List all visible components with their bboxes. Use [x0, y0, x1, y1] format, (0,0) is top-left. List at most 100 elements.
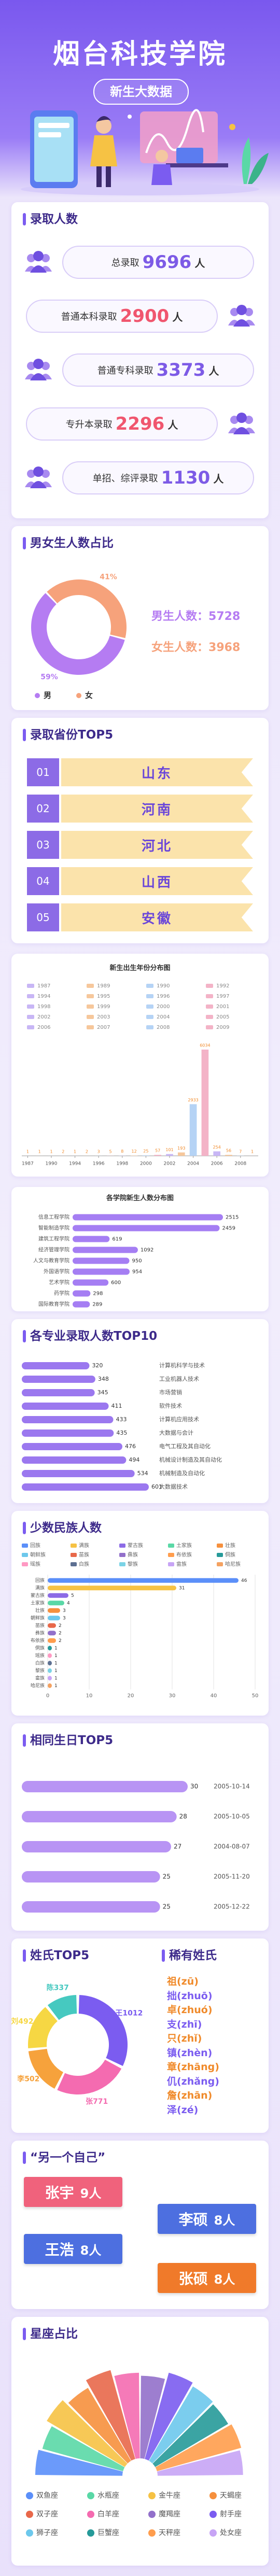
- category-label: 苗族: [35, 1622, 45, 1629]
- province-rank: 03: [27, 831, 59, 859]
- legend-swatch: [26, 2529, 33, 2537]
- province-card: 录取省份TOP5 01 山东 02 河南 03 河北 04 山西 05 安徽: [11, 718, 269, 943]
- legend-swatch: [148, 2511, 156, 2518]
- donut-label: 张771: [86, 2098, 108, 2106]
- value-label: 31: [179, 1586, 185, 1591]
- admission-unit: 人: [208, 364, 219, 377]
- legend-label: 2007: [97, 1025, 110, 1030]
- rose-segment: [47, 2400, 128, 2467]
- birth-year-card: 新生出生年份分布图 1987 1989 1990 1992 1994 1995 1996 199…: [11, 954, 269, 1177]
- section-title: 星座占比: [23, 2326, 78, 2342]
- bar: [48, 1676, 52, 1681]
- chart-title: 新生出生年份分布图: [109, 964, 170, 972]
- legend-swatch: [71, 1544, 77, 1548]
- x-tick-label: 2008: [234, 1162, 246, 1167]
- namesake-name: 张硕: [178, 2270, 208, 2287]
- section-title: 录取人数: [23, 211, 78, 227]
- value-label: 494: [129, 1456, 139, 1463]
- legend-label: 畲族: [176, 1561, 187, 1567]
- icon-head: [236, 305, 247, 315]
- value-label: 6034: [200, 1043, 210, 1048]
- donut-label: 王1012: [115, 2009, 143, 2017]
- value-label: 476: [125, 1443, 136, 1450]
- icon-body: [30, 265, 47, 273]
- admission-label: 普通本科录取: [61, 312, 117, 322]
- legend-label: 巨蟹座: [97, 2529, 119, 2537]
- count-value: 3968: [208, 641, 240, 654]
- header: 烟台科技学院 新生大数据: [0, 0, 280, 197]
- person-hair: [96, 116, 112, 122]
- bar: [48, 1646, 52, 1651]
- category-label: 药学院: [54, 1290, 69, 1297]
- legend-label: 1997: [216, 994, 229, 999]
- floor-shadow: [21, 183, 259, 195]
- legend-swatch: [22, 1553, 28, 1557]
- legend-swatch: [87, 1025, 94, 1029]
- person-body: [90, 135, 117, 166]
- section-title: 各专业录取人数TOP10: [23, 1328, 157, 1344]
- value-label: 3: [97, 1149, 100, 1154]
- admission-value: 2900: [120, 306, 170, 327]
- deco-dot: [229, 124, 235, 130]
- admission-pill: 单招、综评录取 1130 人: [62, 461, 254, 494]
- value-label: 57: [155, 1149, 160, 1153]
- legend-swatch: [217, 1553, 223, 1557]
- admission-unit: 人: [213, 472, 224, 485]
- legend-label: 2005: [216, 1014, 229, 1020]
- legend-label: 天蝎座: [220, 2492, 242, 2500]
- namesake-unit: 人: [89, 2186, 102, 2201]
- legend-label: 1987: [37, 983, 50, 989]
- province-name: 河北: [61, 831, 253, 859]
- bar: [22, 1871, 160, 1883]
- category-label: 彝族: [35, 1630, 45, 1636]
- namesake-box: 李硕 8人: [158, 2204, 256, 2234]
- admission-unit: 人: [167, 418, 178, 431]
- rose-segment: [152, 2404, 229, 2467]
- category-label: 壮族: [35, 1607, 45, 1613]
- value-label: 1012: [122, 2009, 143, 2017]
- legend-swatch: [87, 1004, 94, 1009]
- donut-label: 59%: [40, 673, 58, 681]
- legend-swatch: [22, 1544, 28, 1548]
- value-label: 298: [93, 1291, 103, 1297]
- bar: [22, 1841, 171, 1852]
- category-label: 2005-12-22: [214, 1903, 250, 1910]
- province-row: 03 河北: [27, 831, 253, 859]
- count-label: 男生人数：: [151, 610, 208, 623]
- value-label: 30: [190, 1783, 198, 1790]
- value-label: 502: [24, 2075, 39, 2083]
- value-label: 25: [163, 1873, 171, 1880]
- person-head: [96, 118, 111, 134]
- gender-chart: 59% 41% 男生人数：5728 女生人数：3968 男 女: [31, 573, 240, 700]
- category-label: 刘: [11, 2017, 18, 2026]
- rare-surname: 仉(zhǎng): [167, 2075, 219, 2087]
- desk: [166, 163, 228, 167]
- legend-label: 苗族: [79, 1551, 89, 1558]
- legend-swatch: [27, 1004, 34, 1009]
- legend-label: 回族: [30, 1542, 40, 1549]
- legend-label: 1990: [157, 983, 170, 989]
- legend-label: 金牛座: [159, 2492, 180, 2500]
- legend-label: 白羊座: [97, 2510, 119, 2518]
- legend-label: 土家族: [176, 1542, 192, 1549]
- admission-row: 总录取 9696 人: [22, 243, 258, 282]
- namesake-count: 8人: [214, 2210, 235, 2228]
- page-title: 烟台科技学院: [52, 39, 227, 70]
- bar: [189, 1104, 197, 1156]
- rare-surname: 卓(zhuó): [167, 2004, 213, 2016]
- category-label: 2005-11-20: [214, 1873, 250, 1880]
- value-label: 193: [177, 1146, 185, 1151]
- legend-swatch: [119, 1553, 125, 1557]
- admission-row: 单招、综评录取 1130 人: [22, 458, 258, 498]
- rare-surname: 拙(zhuō): [167, 1990, 213, 2002]
- value-label: 600: [111, 1280, 121, 1286]
- value-label: 771: [93, 2098, 108, 2106]
- bar: [73, 1214, 223, 1221]
- bar: [22, 1456, 127, 1464]
- admission-pill: 专升本录取 2296 人: [26, 407, 218, 441]
- legend-swatch: [146, 1025, 153, 1029]
- legend-label: 男: [44, 691, 51, 700]
- x-tick-label: 0: [46, 1693, 49, 1699]
- bar: [22, 1811, 177, 1822]
- bar: [48, 1616, 60, 1621]
